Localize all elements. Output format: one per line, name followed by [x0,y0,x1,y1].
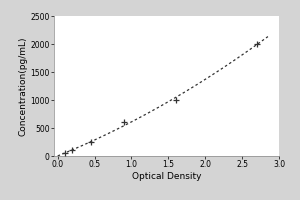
X-axis label: Optical Density: Optical Density [132,172,201,181]
Y-axis label: Concentration(pg/mL): Concentration(pg/mL) [19,36,28,136]
